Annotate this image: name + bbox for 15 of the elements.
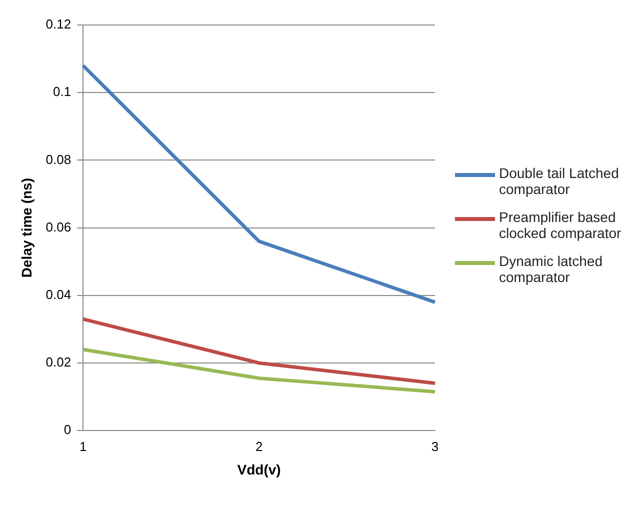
legend-label: Dynamic latched comparator	[499, 253, 604, 285]
y-tick-label: 0.1	[53, 84, 72, 100]
y-tick-label: 0.02	[46, 354, 72, 370]
legend-label: Preamplifier based clocked comparator	[499, 209, 622, 241]
x-tick-label: 2	[255, 438, 263, 454]
x-tick-label: 1	[79, 438, 87, 454]
y-axis-title: Delay time (ns)	[18, 178, 34, 278]
legend-label: Double tail Latched comparator	[499, 165, 620, 197]
y-tick-label: 0.04	[46, 286, 72, 302]
y-tick-label: 0.12	[46, 16, 72, 32]
y-tick-label: 0.06	[46, 219, 72, 234]
y-tick-label: 0	[64, 422, 72, 438]
x-axis-title: Vdd(v)	[237, 461, 281, 478]
y-tick-label: 0.08	[46, 152, 72, 167]
x-tick-label: 3	[431, 438, 439, 454]
